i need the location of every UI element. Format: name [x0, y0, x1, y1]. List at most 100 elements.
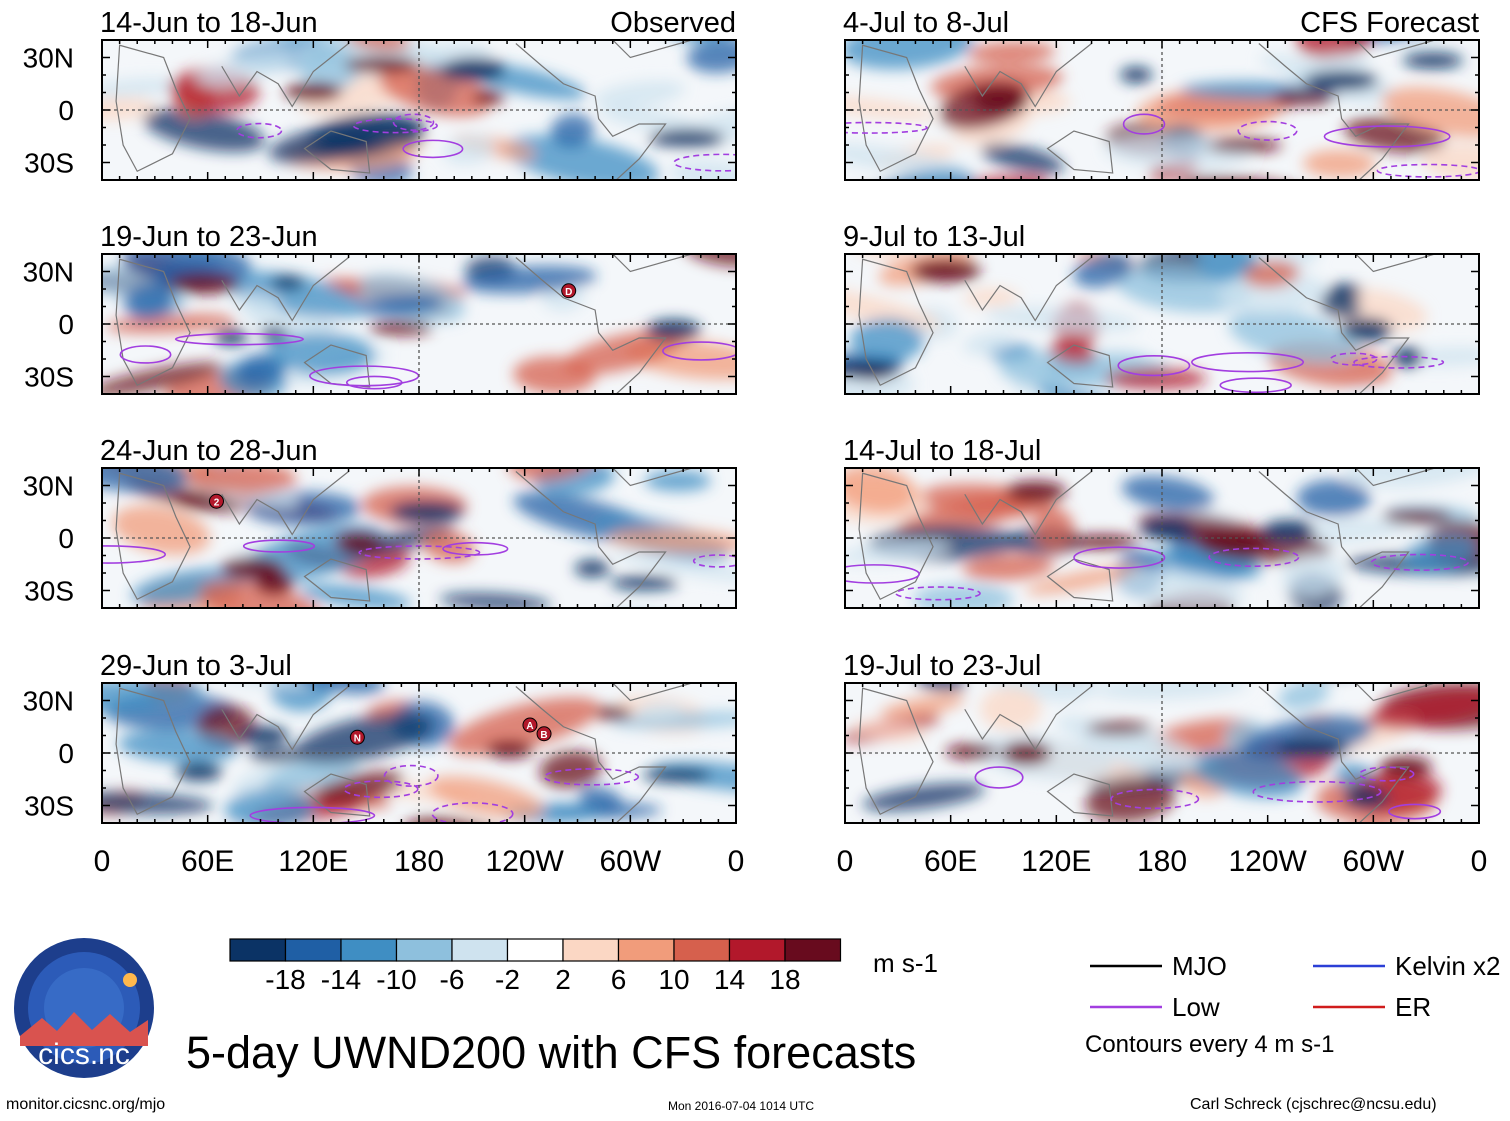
observed-2-ytick: 30N — [23, 257, 74, 288]
colorbar-tick-label: -14 — [321, 964, 361, 995]
logo-text: cics.nc — [38, 1038, 130, 1071]
observed-4-field — [102, 683, 736, 823]
observed-4-ytick: 30N — [23, 686, 74, 717]
observed-1-low-contours — [236, 113, 736, 172]
forecast-4-ticks — [844, 682, 1480, 824]
forecast-3-low-contours — [845, 546, 1469, 601]
legend-label: ER — [1395, 992, 1431, 1022]
observed-4-xtick: 180 — [394, 845, 444, 878]
colorbar-tick-label: -10 — [376, 964, 416, 995]
forecast-3-field — [845, 468, 1479, 608]
forecast-1-label: CFS Forecast — [1300, 7, 1479, 39]
colorbar-tick-label: 10 — [658, 964, 689, 995]
forecast-2-coastlines — [858, 254, 1436, 394]
svg-text:2: 2 — [214, 497, 220, 508]
colorbar: -18 -14 -10 -6 -2 2 6 10 14 18 — [229, 938, 842, 995]
colorbar-swatch — [617, 938, 675, 962]
colorbar-swatch — [673, 938, 731, 962]
colorbar-tick-label: 6 — [611, 964, 627, 995]
observed-1-ytick: 30S — [24, 148, 74, 179]
forecast-4-xtick: 180 — [1137, 845, 1187, 878]
observed-4-xtick: 60W — [599, 845, 661, 878]
forecast-1-title: 4-Jul to 8-Jul — [843, 7, 1009, 39]
observed-3-storm-2: 2 — [208, 493, 224, 509]
observed-4-storm-A: A — [522, 717, 538, 733]
colorbar-swatch — [229, 938, 287, 962]
colorbar-units: m s-1 — [873, 948, 938, 978]
svg-text:A: A — [526, 721, 533, 732]
colorbar-swatch — [284, 938, 342, 962]
observed-3-coastlines — [115, 468, 693, 608]
observed-3-title: 24-Jun to 28-Jun — [100, 435, 318, 467]
forecast-4-panel: 19-Jul to 23-Jul 0 60E 120E 180 120W 60W 0 — [837, 650, 1488, 878]
forecast-4-xtick: 60W — [1342, 845, 1404, 878]
forecast-4-xtick: 60E — [924, 845, 977, 878]
colorbar-swatch — [506, 938, 564, 962]
forecast-4-xtick: 0 — [837, 845, 854, 878]
observed-4-xtick: 60E — [181, 845, 234, 878]
legend-note: Contours every 4 m s-1 — [1085, 1031, 1334, 1058]
footer-timestamp: Mon 2016-07-04 1014 UTC — [668, 1099, 815, 1113]
figure-title: 5-day UWND200 with CFS forecasts — [186, 1027, 917, 1078]
forecast-4-xtick: 120W — [1228, 845, 1307, 878]
observed-2-ticks — [101, 253, 737, 395]
colorbar-swatch — [728, 938, 786, 962]
svg-text:N: N — [354, 733, 361, 744]
observed-2-panel: D 19-Jun to 23-Jun 30N 0 30S — [23, 221, 737, 395]
legend-label: Kelvin x2 — [1395, 951, 1501, 981]
colorbar-swatch — [395, 938, 453, 962]
colorbar-tick-label: 2 — [555, 964, 571, 995]
legend-label: MJO — [1172, 951, 1227, 981]
svg-text:D: D — [565, 287, 572, 298]
observed-3-ytick: 30N — [23, 471, 74, 502]
forecast-3-title: 14-Jul to 18-Jul — [843, 435, 1041, 467]
observed-4-coastlines — [115, 683, 693, 823]
observed-4-xtick: 120E — [278, 845, 348, 878]
forecast-2-ticks — [844, 253, 1480, 395]
forecast-2-title: 9-Jul to 13-Jul — [843, 221, 1025, 253]
observed-4-low-contours — [249, 764, 640, 823]
forecast-2-low-contours — [1117, 352, 1445, 394]
forecast-4-low-contours — [974, 766, 1442, 820]
cics-logo: cics.nc — [14, 938, 154, 1078]
forecast-1-ticks — [844, 39, 1480, 181]
observed-4-ticks — [101, 682, 737, 824]
colorbar-tick-label: -2 — [495, 964, 520, 995]
observed-4-panel: N AB 29-Jun to 3-Jul 30N 0 30S 0 60E 120E 180 120W… — [23, 650, 745, 878]
observed-2-field — [102, 254, 736, 394]
forecast-4-xtick: 0 — [1471, 845, 1488, 878]
observed-1-panel: 14-Jun to 18-Jun Observed 30N 0 30S — [23, 7, 737, 181]
observed-4-xtick: 0 — [728, 845, 745, 878]
forecast-3-panel: 14-Jul to 18-Jul — [843, 435, 1480, 609]
observed-2-storm-D: D — [561, 283, 577, 299]
observed-2-ytick: 30S — [24, 362, 74, 393]
colorbar-tick-label: 14 — [714, 964, 745, 995]
observed-3-panel: 2 24-Jun to 28-Jun 30N 0 30S — [23, 435, 737, 609]
forecast-2-field — [845, 254, 1479, 394]
observed-1-title: 14-Jun to 18-Jun — [100, 7, 318, 39]
observed-3-ticks — [101, 467, 737, 609]
colorbar-tick-label: -6 — [440, 964, 465, 995]
observed-2-ytick: 0 — [58, 309, 74, 340]
colorbar-swatch — [562, 938, 620, 962]
observed-1-field — [102, 40, 736, 180]
forecast-2-panel: 9-Jul to 13-Jul — [843, 221, 1480, 395]
observed-2-title: 19-Jun to 23-Jun — [100, 221, 318, 253]
forecast-4-field — [845, 683, 1479, 823]
footer-author: Carl Schreck (cjschrec@ncsu.edu) — [1190, 1096, 1437, 1113]
observed-2-coastlines — [115, 254, 693, 394]
colorbar-tick-label: 18 — [769, 964, 800, 995]
observed-1-ticks — [101, 39, 737, 181]
forecast-4-coastlines — [858, 683, 1436, 823]
observed-3-ytick: 0 — [58, 523, 74, 554]
svg-text:B: B — [540, 730, 547, 741]
observed-4-xtick: 120W — [485, 845, 564, 878]
colorbar-swatch — [451, 938, 509, 962]
footer-url: monitor.cicsnc.org/mjo — [6, 1096, 166, 1113]
observed-4-xtick: 0 — [94, 845, 111, 878]
legend-label: Low — [1172, 992, 1220, 1022]
observed-3-ytick: 30S — [24, 576, 74, 607]
colorbar-tick-label: -18 — [265, 964, 305, 995]
forecast-4-xtick: 120E — [1021, 845, 1091, 878]
